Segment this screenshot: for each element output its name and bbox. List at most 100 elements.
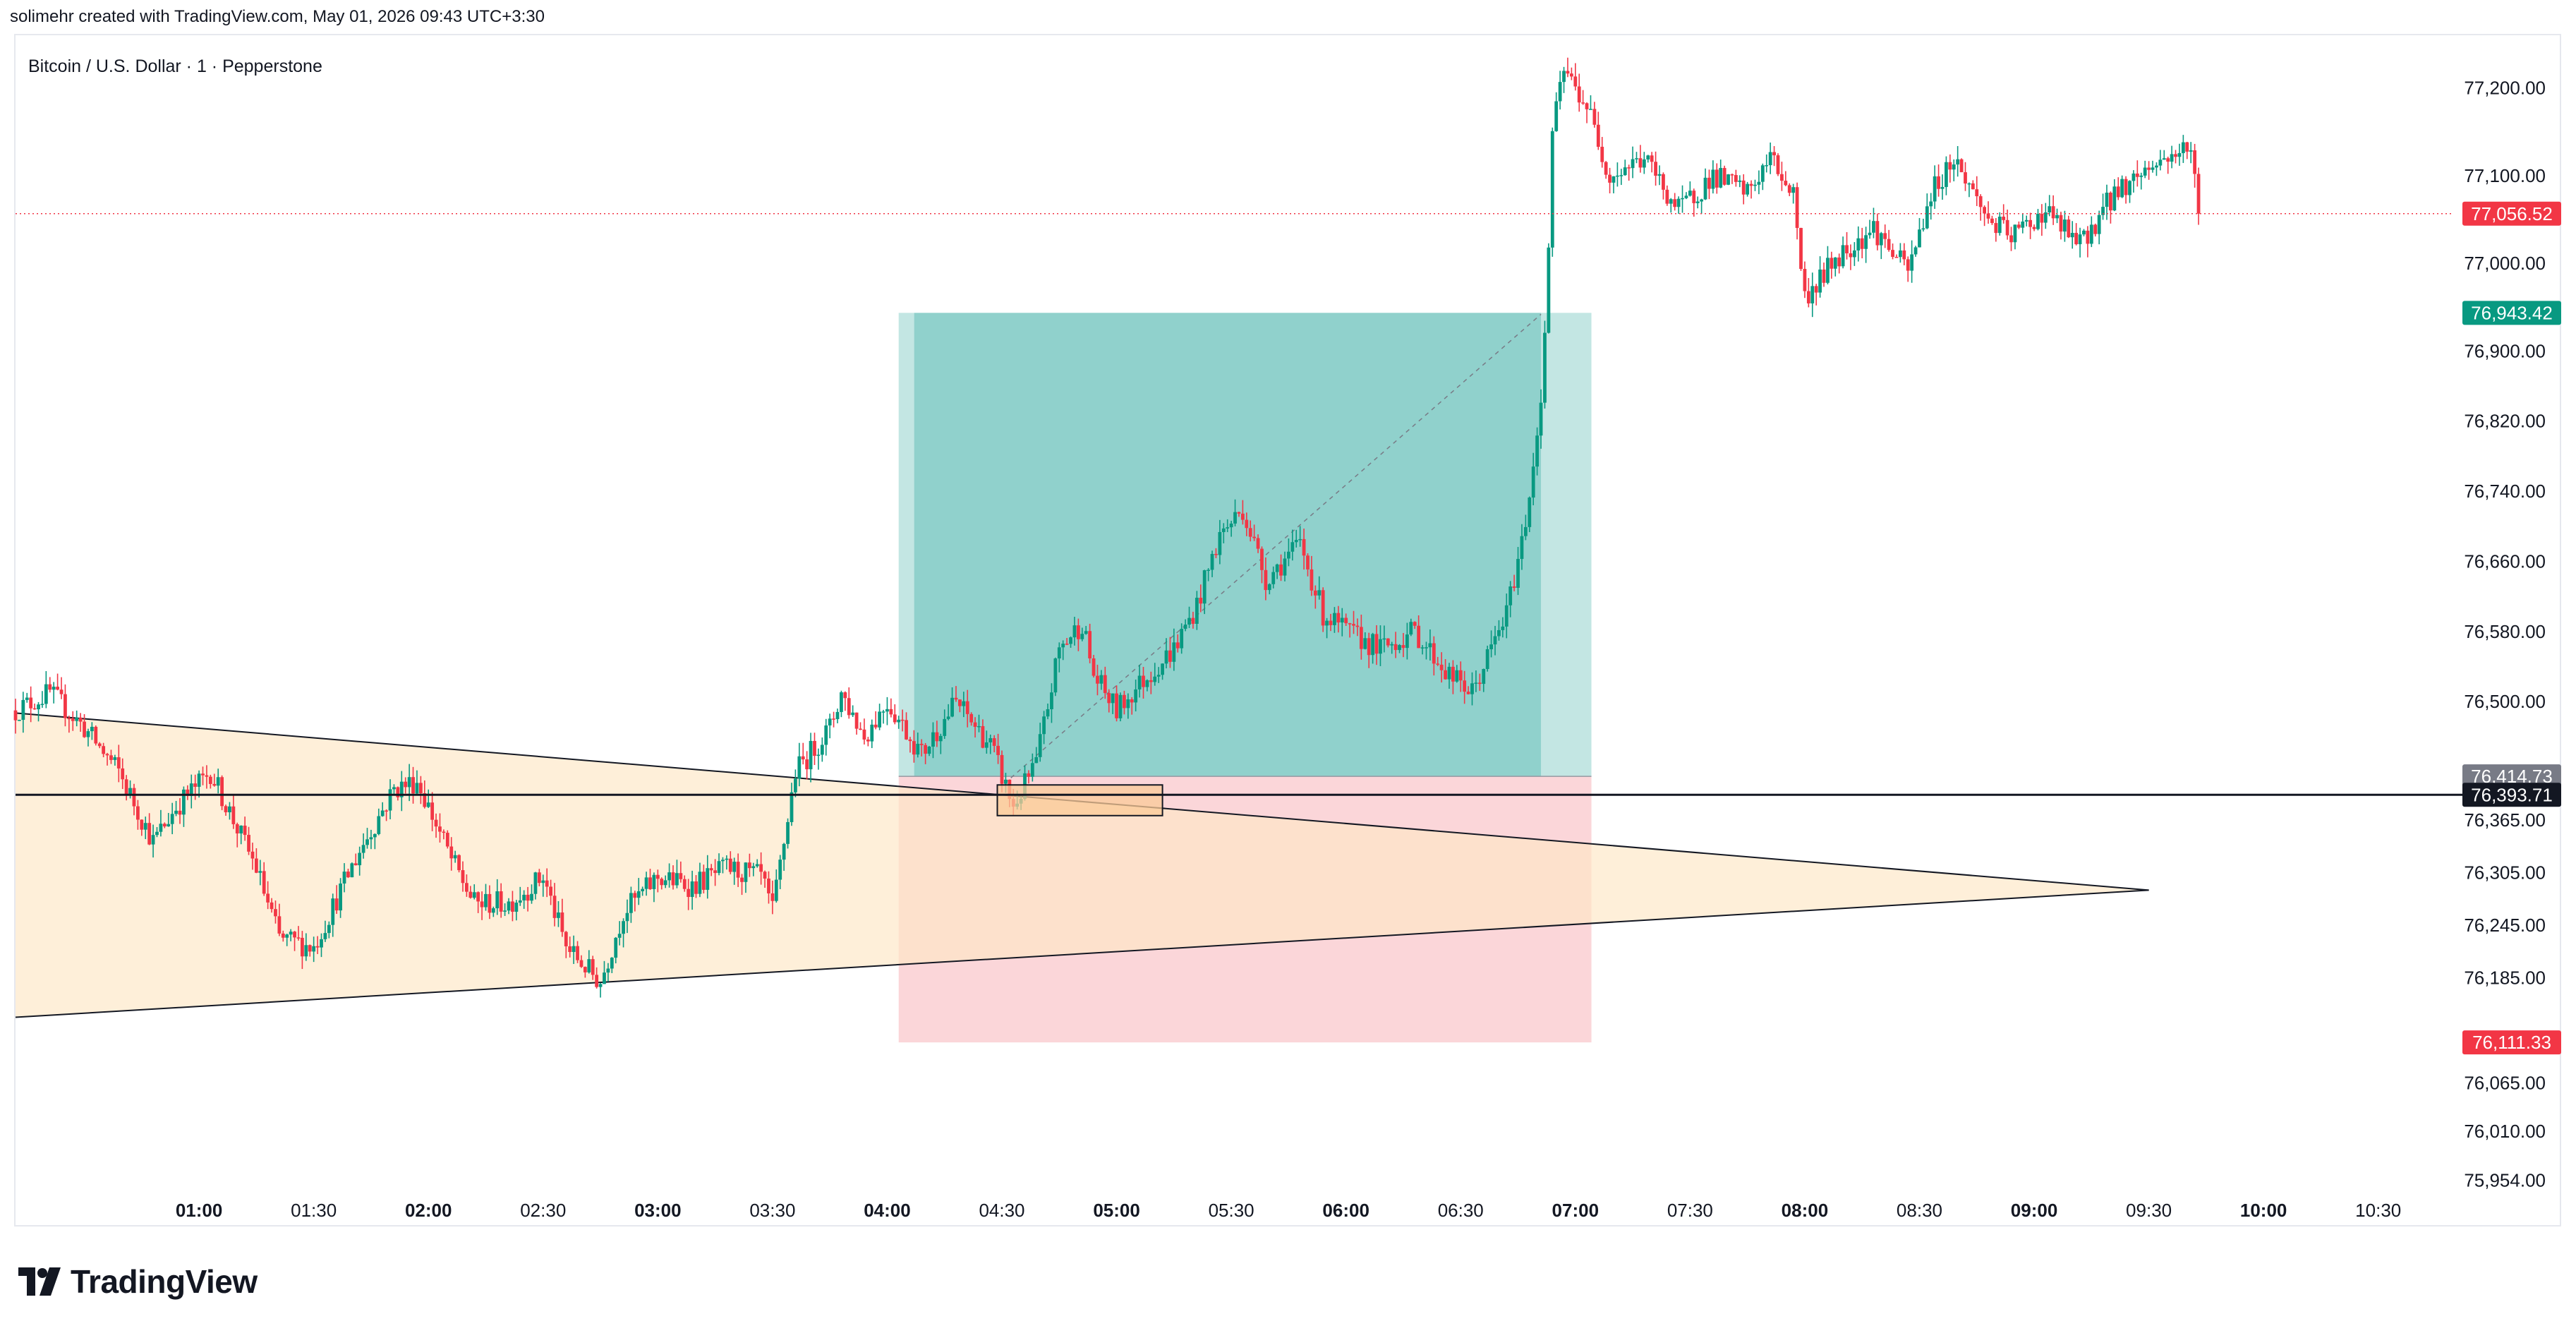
candle-body <box>1168 650 1172 662</box>
candle <box>1214 548 1218 558</box>
candle <box>208 774 212 789</box>
candle <box>1229 521 1233 537</box>
candle <box>1535 427 1540 476</box>
candle <box>377 808 381 836</box>
candle-body <box>491 908 495 913</box>
candle <box>763 870 767 888</box>
time-axis[interactable]: 01:00 01:30 02:00 02:30 03:00 03:30 04:00 04:30… <box>176 1200 2401 1221</box>
candle <box>1589 95 1592 110</box>
triangle-fill[interactable] <box>16 713 2149 1018</box>
candle-body <box>671 872 675 886</box>
candle <box>1359 614 1363 660</box>
candle <box>1355 618 1360 637</box>
chart-pane[interactable] <box>14 34 2561 1226</box>
candle-body <box>315 946 320 948</box>
candle <box>1038 723 1042 762</box>
candle-body <box>1000 754 1004 784</box>
candle-body <box>2059 215 2063 232</box>
candle-body <box>835 711 840 720</box>
candle-body <box>1700 199 1704 202</box>
candle <box>64 684 67 727</box>
candle-body <box>663 880 667 886</box>
candle-body <box>1493 636 1497 645</box>
candle <box>1493 625 1497 656</box>
candle <box>1420 645 1425 655</box>
candle-body <box>1218 531 1222 555</box>
candle-body <box>86 731 90 737</box>
candle <box>1937 164 1940 197</box>
candle <box>13 699 18 734</box>
candle <box>1918 217 1921 248</box>
candle-body <box>1768 152 1772 166</box>
candle-body <box>300 937 304 957</box>
candle-body <box>1990 218 1994 224</box>
candle <box>511 891 514 922</box>
candle-body <box>2155 165 2158 168</box>
candle-body <box>778 860 782 880</box>
stop-price-badge-text: 76,111.33 <box>2472 1032 2551 1053</box>
drawing-lines[interactable] <box>16 213 2560 816</box>
target-zone[interactable] <box>898 313 1592 777</box>
candle-body <box>1589 109 1592 110</box>
candle <box>824 718 828 756</box>
candle-body <box>908 739 912 742</box>
candle-body <box>2055 215 2059 219</box>
candle-body <box>1722 168 1727 185</box>
candle <box>48 677 52 693</box>
candle <box>369 829 373 850</box>
candle <box>495 879 500 915</box>
candle-body <box>224 806 228 813</box>
candle <box>2074 223 2079 246</box>
candle <box>1344 613 1348 627</box>
price-axis[interactable]: 77,200.00 77,100.00 77,000.00 76,900.00 76,8… <box>2464 78 2546 1191</box>
candle <box>1684 192 1688 200</box>
candle-body <box>1849 253 1853 258</box>
candle-body <box>1371 634 1375 656</box>
candle <box>552 883 557 927</box>
candle-body <box>667 872 671 881</box>
candle <box>1592 102 1597 128</box>
triangle-lower-line[interactable] <box>15 889 2149 1018</box>
candle <box>1841 236 1845 269</box>
candle <box>1164 638 1168 669</box>
candle <box>334 885 339 915</box>
candle <box>1221 523 1226 543</box>
candle-body <box>1730 174 1734 176</box>
candle <box>434 813 438 838</box>
candle-body <box>1523 526 1528 536</box>
candle-body <box>2028 219 2033 227</box>
candle-body <box>151 835 155 845</box>
candle-body <box>404 781 408 788</box>
candle-body <box>1156 675 1161 677</box>
candle <box>411 766 415 804</box>
candle <box>805 751 809 780</box>
candle <box>725 855 729 870</box>
candle <box>889 698 893 718</box>
candle-body <box>541 880 545 884</box>
candle-body <box>1753 184 1757 186</box>
candle-body <box>1436 663 1440 665</box>
candle-body <box>610 958 614 969</box>
candle-body <box>905 720 908 740</box>
candle <box>113 754 117 766</box>
symbol-title[interactable]: Bitcoin / U.S. Dollar · 1 · Pepperstone <box>28 56 322 76</box>
candle <box>293 931 296 951</box>
candle-body <box>1130 699 1134 703</box>
candle <box>1417 615 1421 649</box>
candle-body <box>943 718 947 736</box>
tradingview-brand[interactable]: TradingView <box>18 1260 258 1303</box>
order-block-box[interactable] <box>996 784 1163 816</box>
candle-body <box>1240 513 1245 520</box>
candle <box>399 771 404 812</box>
candle <box>878 704 882 730</box>
candle-body <box>2070 233 2074 238</box>
candle <box>247 826 250 855</box>
candle <box>564 931 568 958</box>
candle-body <box>962 701 966 706</box>
candle-body <box>1803 269 1807 291</box>
candle-body <box>694 881 698 894</box>
candle-body <box>1975 189 1979 197</box>
candle <box>418 776 423 804</box>
candle-body <box>958 699 962 706</box>
